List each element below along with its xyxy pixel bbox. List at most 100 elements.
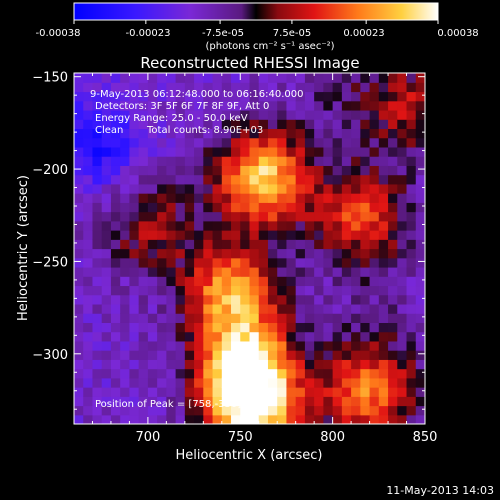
heatmap-cell [194,174,204,185]
heatmap-cell [267,119,278,130]
heatmap-cell [295,230,306,240]
heatmap-cell [397,340,408,351]
heatmap-cell [369,266,380,277]
heatmap-cell [258,387,269,397]
heatmap-cell [203,183,214,194]
heatmap-cell [138,183,149,194]
heatmap-cell [286,202,297,213]
heatmap-cell [194,377,204,388]
heatmap-cell [212,91,223,102]
heatmap-cell [101,294,112,305]
heatmap-cell [286,294,297,305]
heatmap-cell [360,248,371,259]
heatmap-cell [74,294,84,305]
heatmap-cell [406,137,417,148]
heatmap-cell [194,128,204,139]
heatmap-cell [194,257,204,268]
heatmap-cell [249,165,260,176]
heatmap-cell [203,396,214,407]
heatmap-cell [388,331,398,342]
heatmap-cell [129,405,140,416]
heatmap-cell [231,387,241,397]
heatmap-cell [120,387,131,397]
heatmap-cell [277,146,288,157]
heatmap-cell [157,340,167,351]
heatmap-cell [101,156,112,166]
heatmap-cell [221,239,232,250]
heatmap-cell [277,405,288,416]
heatmap-cell [249,174,260,185]
heatmap-cell [147,220,158,231]
heatmap-cell [231,414,241,424]
heatmap-cell [332,183,343,194]
heatmap-cell [212,230,223,240]
heatmap-cell [175,257,186,268]
heatmap-cell [351,109,361,120]
heatmap-cell [332,193,343,203]
heatmap-cell [166,146,177,157]
heatmap-cell [351,146,361,157]
heatmap-cell [221,100,232,111]
heatmap-cell [212,387,223,397]
heatmap-cell [194,303,204,314]
heatmap-cell [221,285,232,296]
heatmap-cell [360,128,371,139]
heatmap-cell [221,82,232,93]
heatmap-cell [184,109,195,120]
heatmap-cell [369,183,380,194]
heatmap-cell [166,276,177,287]
heatmap-cell [286,239,297,250]
heatmap-cell [397,174,408,185]
heatmap-cell [157,285,167,296]
heatmap-cell [314,73,324,83]
heatmap-cell [83,109,94,120]
heatmap-cell [231,368,241,379]
heatmap-cell [323,109,334,120]
heatmap-cell [194,368,204,379]
heatmap-cell [175,183,186,194]
heatmap-cell [369,211,380,222]
heatmap-cell [129,276,140,287]
heatmap-cell [240,239,251,250]
heatmap-cell [231,119,241,130]
heatmap-cell [277,331,288,342]
heatmap-cell [221,165,232,176]
heatmap-cell [138,303,149,314]
heatmap-cell [249,82,260,93]
heatmap-cell [267,174,278,185]
heatmap-cell [240,211,251,222]
heatmap-cell [83,414,94,424]
heatmap-cell [304,193,315,203]
heatmap-cell [258,174,269,185]
heatmap-cell [120,193,131,203]
heatmap-cell [332,387,343,397]
heatmap-cell [194,322,204,333]
heatmap-cell [314,146,324,157]
heatmap-cell [166,183,177,194]
heatmap-cell [194,396,204,407]
heatmap-cell [212,350,223,360]
heatmap-cell [295,396,306,407]
heatmap-cell [184,322,195,333]
heatmap-cell [92,396,103,407]
heatmap-cell [101,387,112,397]
heatmap-cell [240,73,251,83]
heatmap-cell [267,377,278,388]
heatmap-cell [249,193,260,203]
heatmap-cell [351,211,361,222]
heatmap-cell [175,248,186,259]
heatmap-cell [415,211,425,222]
heatmap-cell [101,322,112,333]
heatmap-cell [397,414,408,424]
heatmap-cell [92,377,103,388]
heatmap-cell [203,119,214,130]
heatmap-cell [295,276,306,287]
heatmap-cell [249,248,260,259]
heatmap-cell [175,276,186,287]
heatmap-cell [388,405,398,416]
heatmap-cell [157,193,167,203]
heatmap-cell [101,100,112,111]
heatmap-cell [184,285,195,296]
heatmap-cell [129,137,140,148]
